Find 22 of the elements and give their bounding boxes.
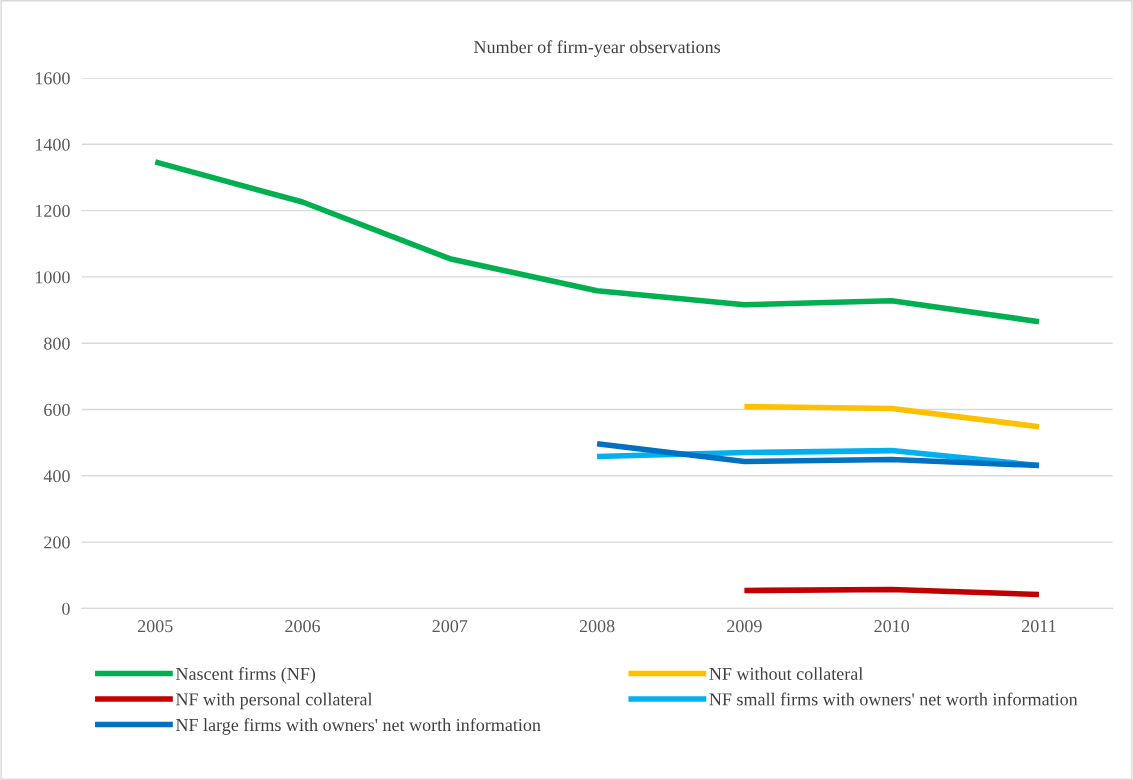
x-tick-label: 2008 [579, 620, 615, 633]
chart-title: Number of firm-year observations [474, 40, 721, 57]
y-tick-label: 1600 [35, 72, 70, 85]
x-tick-label: 2009 [727, 620, 762, 633]
y-tick-label: 1200 [35, 204, 70, 218]
y-tick-label: 600 [44, 403, 70, 416]
y-tick-label: 200 [44, 536, 70, 549]
legend-label: Nascent firms (NF) [175, 667, 316, 684]
legend-label: NF large firms with owners' net worth information [175, 718, 541, 735]
x-tick-label: 2006 [285, 620, 321, 633]
x-tick-label: 2005 [137, 620, 173, 633]
y-tick-label: 800 [44, 337, 70, 350]
x-tick-label: 2010 [874, 620, 910, 633]
legend-label: NF small firms with owners' net worth information [709, 692, 1078, 706]
y-tick-label: 1400 [35, 138, 70, 151]
x-tick-label: 2007 [432, 620, 468, 633]
y-tick-label: 400 [43, 470, 70, 483]
legend-label: NF without collateral [709, 667, 863, 680]
y-tick-label: 1000 [35, 271, 70, 284]
y-tick-label: 0 [62, 602, 70, 615]
legend-label: NF with personal collateral [175, 692, 373, 710]
x-tick-label: 2011 [1022, 620, 1056, 633]
